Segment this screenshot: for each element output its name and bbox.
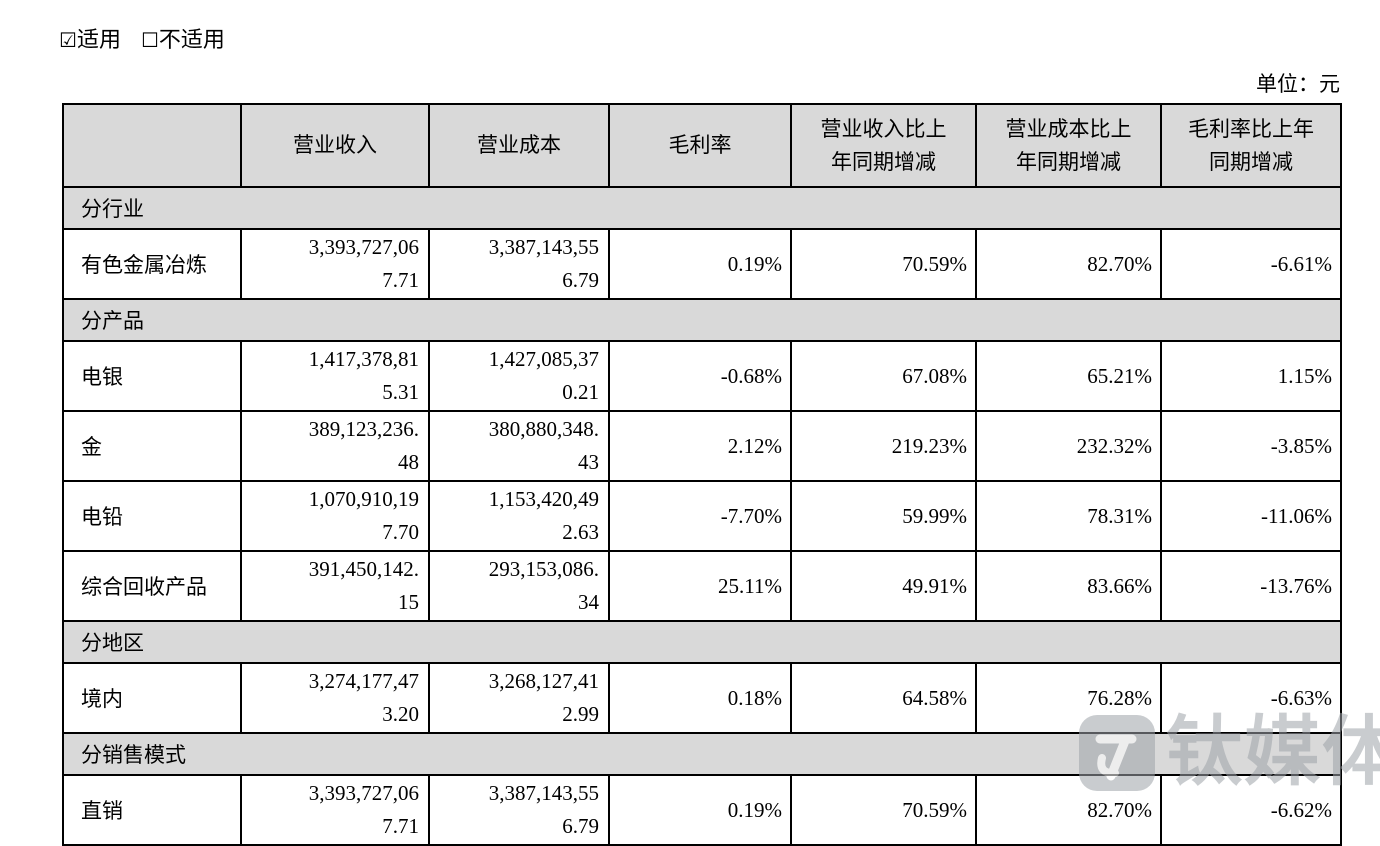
revenue-cell: 3,274,177,473.20 (240, 662, 430, 734)
section-row-region: 分地区 (62, 620, 1342, 664)
column-header-cost-yoy: 营业成本比上 年同期增减 (975, 103, 1162, 188)
section-title: 分产品 (62, 298, 1342, 342)
margin-yoy-cell: -3.85% (1160, 410, 1342, 482)
cost-cell: 3,387,143,556.79 (428, 774, 610, 846)
section-title: 分行业 (62, 186, 1342, 230)
revenue-yoy-cell: 64.58% (790, 662, 977, 734)
cost-cell: 3,268,127,412.99 (428, 662, 610, 734)
applicable-line: ☑适用 ☐不适用 (59, 22, 225, 54)
cost-cell: 1,427,085,370.21 (428, 340, 610, 412)
table-row-recycled: 综合回收产品 391,450,142.15 293,153,086.34 25.… (62, 550, 1342, 622)
revenue-yoy-cell: 59.99% (790, 480, 977, 552)
cost-yoy-cell: 232.32% (975, 410, 1162, 482)
unchecked-checkbox-icon: ☐ (140, 28, 159, 52)
table-row-nonferrous: 有色金属冶炼 3,393,727,067.71 3,387,143,556.79… (62, 228, 1342, 300)
column-header-revenue-yoy: 营业收入比上 年同期增减 (790, 103, 977, 188)
section-row-product: 分产品 (62, 298, 1342, 342)
revenue-yoy-cell: 67.08% (790, 340, 977, 412)
cost-cell: 1,153,420,492.63 (428, 480, 610, 552)
column-header-revenue: 营业收入 (240, 103, 430, 188)
row-label: 直销 (62, 774, 242, 846)
cost-yoy-cell: 76.28% (975, 662, 1162, 734)
column-header-margin-yoy: 毛利率比上年 同期增减 (1160, 103, 1342, 188)
revenue-cell: 3,393,727,067.71 (240, 228, 430, 300)
revenue-cell: 391,450,142.15 (240, 550, 430, 622)
cost-yoy-cell: 82.70% (975, 774, 1162, 846)
row-label: 电银 (62, 340, 242, 412)
margin-cell: 0.18% (608, 662, 792, 734)
table-row-silver: 电银 1,417,378,815.31 1,427,085,370.21 -0.… (62, 340, 1342, 412)
row-label: 综合回收产品 (62, 550, 242, 622)
header-blank-cell (62, 103, 242, 188)
cost-yoy-cell: 82.70% (975, 228, 1162, 300)
page: { "page": { "applicable_line": { "checke… (59, 22, 1380, 846)
revenue-cell: 1,417,378,815.31 (240, 340, 430, 412)
revenue-cell: 3,393,727,067.71 (240, 774, 430, 846)
section-title: 分销售模式 (62, 732, 1342, 776)
not-applicable-label: 不适用 (158, 27, 225, 52)
cost-cell: 380,880,348.43 (428, 410, 610, 482)
margin-yoy-cell: -11.06% (1160, 480, 1342, 552)
margin-cell: 2.12% (608, 410, 792, 482)
margin-cell: 0.19% (608, 228, 792, 300)
margin-cell: 0.19% (608, 774, 792, 846)
revenue-yoy-cell: 70.59% (790, 774, 977, 846)
margin-yoy-cell: 1.15% (1160, 340, 1342, 412)
revenue-yoy-cell: 49.91% (790, 550, 977, 622)
margin-cell: -7.70% (608, 480, 792, 552)
table-row-domestic: 境内 3,274,177,473.20 3,268,127,412.99 0.1… (62, 662, 1342, 734)
table-row-lead: 电铅 1,070,910,197.70 1,153,420,492.63 -7.… (62, 480, 1342, 552)
margin-yoy-cell: -13.76% (1160, 550, 1342, 622)
applicable-label: 适用 (76, 27, 121, 52)
table-row-gold: 金 389,123,236.48 380,880,348.43 2.12% 21… (62, 410, 1342, 482)
cost-yoy-cell: 78.31% (975, 480, 1162, 552)
unit-label: 单位：元 (1256, 72, 1340, 96)
revenue-cell: 389,123,236.48 (240, 410, 430, 482)
checked-checkbox-icon: ☑ (59, 28, 77, 52)
section-title: 分地区 (62, 620, 1342, 664)
cost-yoy-cell: 83.66% (975, 550, 1162, 622)
row-label: 境内 (62, 662, 242, 734)
cost-cell: 3,387,143,556.79 (428, 228, 610, 300)
table-header-row: 营业收入 营业成本 毛利率 营业收入比上 年同期增减 营业成本比上 年同期增减 … (62, 103, 1342, 188)
column-header-margin: 毛利率 (608, 103, 792, 188)
margin-yoy-cell: -6.62% (1160, 774, 1342, 846)
cost-yoy-cell: 65.21% (975, 340, 1162, 412)
row-label: 电铅 (62, 480, 242, 552)
section-row-sales-model: 分销售模式 (62, 732, 1342, 776)
table-row-direct-sales: 直销 3,393,727,067.71 3,387,143,556.79 0.1… (62, 774, 1342, 846)
row-label: 有色金属冶炼 (62, 228, 242, 300)
margin-yoy-cell: -6.63% (1160, 662, 1342, 734)
margin-cell: -0.68% (608, 340, 792, 412)
margin-cell: 25.11% (608, 550, 792, 622)
row-label: 金 (62, 410, 242, 482)
margin-yoy-cell: -6.61% (1160, 228, 1342, 300)
segment-table: 营业收入 营业成本 毛利率 营业收入比上 年同期增减 营业成本比上 年同期增减 … (62, 103, 1342, 846)
revenue-yoy-cell: 70.59% (790, 228, 977, 300)
column-header-cost: 营业成本 (428, 103, 610, 188)
section-row-industry: 分行业 (62, 186, 1342, 230)
revenue-yoy-cell: 219.23% (790, 410, 977, 482)
cost-cell: 293,153,086.34 (428, 550, 610, 622)
revenue-cell: 1,070,910,197.70 (240, 480, 430, 552)
